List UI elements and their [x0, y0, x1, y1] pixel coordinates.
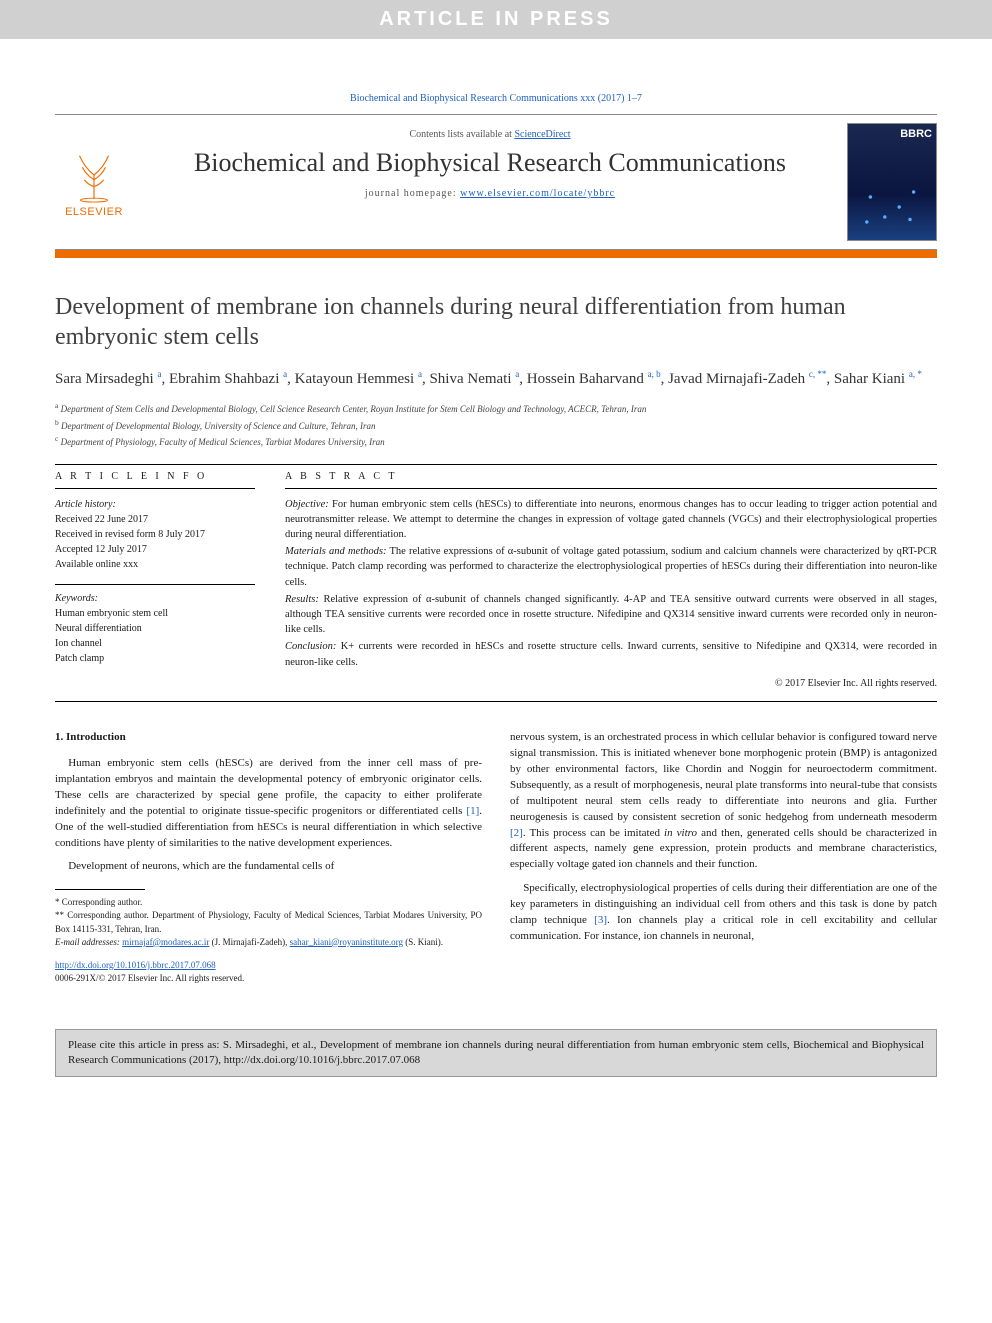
cover-thumbnail: BBRC	[847, 123, 937, 241]
section-heading: 1. Introduction	[55, 730, 482, 746]
article-in-press-banner: ARTICLE IN PRESS	[0, 0, 992, 39]
corresponding-author-2: ** Corresponding author. Department of P…	[55, 909, 482, 935]
abstract-conclusion: Conclusion: K+ currents were recorded in…	[285, 639, 937, 669]
doi-link[interactable]: http://dx.doi.org/10.1016/j.bbrc.2017.07…	[55, 960, 216, 970]
affiliation-b: b Department of Developmental Biology, U…	[55, 417, 937, 434]
divider	[55, 584, 255, 585]
abstract-objective: Objective: For human embryonic stem cell…	[285, 497, 937, 543]
body-paragraph: Development of neurons, which are the fu…	[55, 859, 482, 875]
abstract-copyright: © 2017 Elsevier Inc. All rights reserved…	[285, 678, 937, 689]
contents-prefix: Contents lists available at	[409, 129, 514, 140]
journal-title: Biochemical and Biophysical Research Com…	[147, 148, 833, 178]
keyword: Patch clamp	[55, 651, 255, 666]
email-addresses: E-mail addresses: mirnajaf@modares.ac.ir…	[55, 936, 482, 949]
accepted-date: Accepted 12 July 2017	[55, 542, 255, 557]
publisher-logo-block: ELSEVIER	[55, 123, 133, 241]
affiliation-a: a Department of Stem Cells and Developme…	[55, 400, 937, 417]
keywords-label: Keywords:	[55, 591, 255, 606]
online-date: Available online xxx	[55, 557, 255, 572]
doi-block: http://dx.doi.org/10.1016/j.bbrc.2017.07…	[55, 959, 482, 985]
elsevier-tree-icon	[65, 146, 123, 204]
journal-cover: BBRC	[847, 123, 937, 241]
right-column: nervous system, is an orchestrated proce…	[510, 730, 937, 985]
abstract-column: A B S T R A C T Objective: For human emb…	[285, 471, 937, 689]
corresponding-author-1: * Corresponding author.	[55, 896, 482, 909]
journal-homepage-line: journal homepage: www.elsevier.com/locat…	[147, 188, 833, 199]
body-paragraph: Specifically, electrophysiological prope…	[510, 881, 937, 945]
abstract-heading: A B S T R A C T	[285, 471, 937, 489]
body-paragraph: nervous system, is an orchestrated proce…	[510, 730, 937, 873]
keyword: Neural differentiation	[55, 621, 255, 636]
email-link-2[interactable]: sahar_kiani@royaninstitute.org	[290, 937, 403, 947]
email-link-1[interactable]: mirnajaf@modares.ac.ir	[122, 937, 209, 947]
keyword: Ion channel	[55, 636, 255, 651]
article-title: Development of membrane ion channels dur…	[55, 292, 937, 352]
homepage-prefix: journal homepage:	[365, 188, 460, 199]
cover-abbr: BBRC	[900, 128, 932, 140]
left-column: 1. Introduction Human embryonic stem cel…	[55, 730, 482, 985]
citation-box: Please cite this article in press as: S.…	[55, 1029, 937, 1078]
article-info-heading: A R T I C L E I N F O	[55, 471, 255, 489]
article-history-block: Article history: Received 22 June 2017 R…	[55, 497, 255, 572]
abstract-methods: Materials and methods: The relative expr…	[285, 544, 937, 590]
sciencedirect-link[interactable]: ScienceDirect	[514, 129, 570, 140]
info-abstract-row: A R T I C L E I N F O Article history: R…	[55, 471, 937, 689]
footnote-rule	[55, 889, 145, 890]
keywords-block: Keywords: Human embryonic stem cell Neur…	[55, 591, 255, 666]
issn-copyright: 0006-291X/© 2017 Elsevier Inc. All right…	[55, 972, 482, 985]
affiliations: a Department of Stem Cells and Developme…	[55, 400, 937, 450]
journal-homepage-link[interactable]: www.elsevier.com/locate/ybbrc	[460, 188, 615, 199]
abstract-results: Results: Relative expression of α-subuni…	[285, 592, 937, 638]
masthead: ELSEVIER Contents lists available at Sci…	[55, 114, 937, 250]
page-content: Biochemical and Biophysical Research Com…	[0, 39, 992, 1005]
article-info-column: A R T I C L E I N F O Article history: R…	[55, 471, 255, 689]
divider	[55, 464, 937, 465]
history-label: Article history:	[55, 497, 255, 512]
body-columns: 1. Introduction Human embryonic stem cel…	[55, 730, 937, 985]
footnotes: * Corresponding author. ** Corresponding…	[55, 896, 482, 948]
body-paragraph: Human embryonic stem cells (hESCs) are d…	[55, 756, 482, 852]
orange-divider	[55, 250, 937, 258]
revised-date: Received in revised form 8 July 2017	[55, 527, 255, 542]
keyword: Human embryonic stem cell	[55, 606, 255, 621]
author-list: Sara Mirsadeghi a, Ebrahim Shahbazi a, K…	[55, 368, 937, 390]
divider	[55, 701, 937, 702]
cover-art	[856, 182, 928, 232]
received-date: Received 22 June 2017	[55, 512, 255, 527]
top-citation: Biochemical and Biophysical Research Com…	[55, 93, 937, 104]
publisher-name: ELSEVIER	[65, 206, 123, 218]
affiliation-c: c Department of Physiology, Faculty of M…	[55, 433, 937, 450]
contents-available-line: Contents lists available at ScienceDirec…	[147, 129, 833, 140]
masthead-center: Contents lists available at ScienceDirec…	[147, 123, 833, 241]
